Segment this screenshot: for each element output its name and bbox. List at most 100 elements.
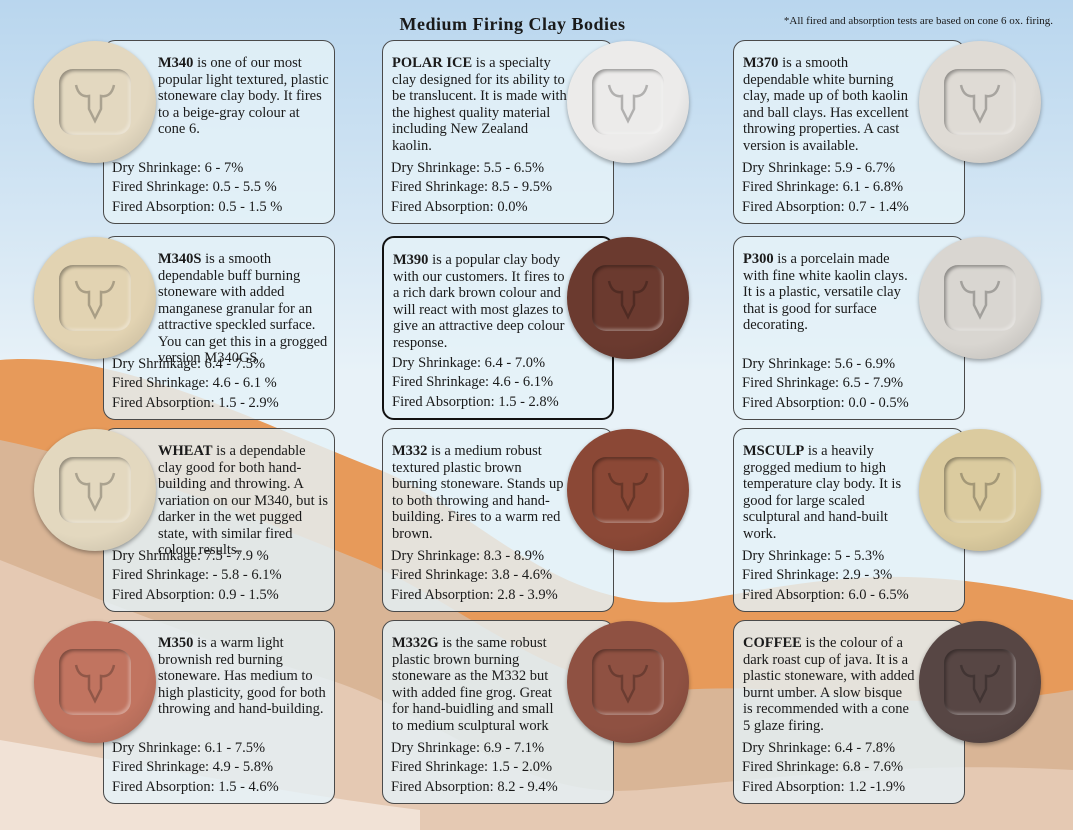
bull-logo	[607, 84, 649, 124]
absorption-stat: Fired Absorption: 0.5 - 1.5 %	[112, 198, 283, 215]
clay-tile	[567, 237, 689, 359]
fired-stat: Fired Shrinkage: 6.8 - 7.6%	[742, 759, 904, 775]
absorption-stat: Fired Absorption: 1.5 - 4.6%	[112, 778, 279, 795]
clay-tile	[567, 621, 689, 743]
clay-text: is a porcelain made with fine white kaol…	[743, 251, 908, 333]
dry-stat: Dry Shrinkage: 7.5 - 7.9 %	[112, 547, 269, 564]
clay-tile	[919, 41, 1041, 163]
clay-name: P300	[743, 251, 774, 267]
clay-name: M340	[158, 55, 194, 71]
dry-stat: Dry Shrinkage: 6.9 - 7.1%	[391, 739, 545, 756]
clay-name: WHEAT	[158, 443, 213, 459]
stats: Dry Shrinkage: 8.3 - 8.9% Fired Shrinkage…	[391, 547, 558, 606]
note: *All fired and absorption tests are base…	[783, 15, 1053, 27]
absorption-stat: Fired Absorption: 2.8 - 3.9%	[391, 586, 558, 603]
bull-logo	[74, 664, 116, 704]
clay-name: MSCULP	[743, 443, 805, 459]
description: M340S is a smooth dependable buff burnin…	[158, 251, 330, 367]
dry-stat: Dry Shrinkage: 5 - 5.3%	[742, 547, 885, 564]
absorption-stat: Fired Absorption: 1.5 - 2.8%	[392, 393, 559, 410]
clay-card: M332 is a medium robust textured plastic…	[382, 428, 614, 612]
clay-text: is a heavily grogged medium to high temp…	[743, 443, 902, 542]
clay-text: is one of our most popular light texture…	[158, 55, 329, 137]
fired-stat: Fired Shrinkage: 4.6 - 6.1%	[392, 374, 554, 390]
clay-name: M390	[393, 252, 429, 268]
stats: Dry Shrinkage: 6.4 - 7.8% Fired Shrinkage…	[742, 739, 905, 798]
absorption-stat: Fired Absorption: 0.0 - 0.5%	[742, 394, 909, 411]
fired-stat: Fired Shrinkage: 6.1 - 6.8%	[742, 179, 904, 195]
clay-text: is a medium robust textured plastic brow…	[392, 443, 564, 542]
description: WHEAT is a dependable clay good for both…	[158, 443, 330, 559]
stats: Dry Shrinkage: 6 - 7% Fired Shrinkage: 0.…	[112, 159, 282, 218]
stats: Dry Shrinkage: 5 - 5.3% Fired Shrinkage: …	[742, 547, 909, 606]
dry-stat: Dry Shrinkage: 5.9 - 6.7%	[742, 159, 896, 176]
bull-logo	[74, 472, 116, 512]
clay-tile	[919, 621, 1041, 743]
absorption-stat: Fired Absorption: 8.2 - 9.4%	[391, 778, 558, 795]
absorption-stat: Fired Absorption: 0.0%	[391, 198, 528, 215]
description: COFFEE is the colour of a dark roast cup…	[743, 635, 915, 734]
fired-stat: Fired Shrinkage: - 5.8 - 6.1%	[112, 567, 282, 583]
absorption-stat: Fired Absorption: 1.5 - 2.9%	[112, 394, 279, 411]
title: Medium Firing Clay Bodies	[399, 14, 626, 34]
clay-name: M332	[392, 443, 428, 459]
clay-name: M340S	[158, 251, 202, 267]
clay-name: COFFEE	[743, 635, 802, 651]
clay-text: is a smooth dependable buff burning ston…	[158, 251, 328, 366]
clay-tile	[567, 41, 689, 163]
fired-stat: Fired Shrinkage: 0.5 - 5.5 %	[112, 179, 277, 195]
fired-stat: Fired Shrinkage: 4.9 - 5.8%	[112, 759, 274, 775]
fired-stat: Fired Shrinkage: 1.5 - 2.0%	[391, 759, 553, 775]
clay-tile	[34, 237, 156, 359]
description: POLAR ICE is a specialty clay designed f…	[392, 55, 568, 154]
fired-stat: Fired Shrinkage: 8.5 - 9.5%	[391, 179, 553, 195]
bull-logo	[959, 280, 1001, 320]
bull-logo	[607, 472, 649, 512]
absorption-stat: Fired Absorption: 0.7 - 1.4%	[742, 198, 909, 215]
description: MSCULP is a heavily grogged medium to hi…	[743, 443, 915, 542]
clay-text: is a popular clay body with our customer…	[393, 252, 565, 351]
stats: Dry Shrinkage: 6.9 - 7.1% Fired Shrinkage…	[391, 739, 558, 798]
description: P300 is a porcelain made with fine white…	[743, 251, 915, 334]
clay-name: POLAR ICE	[392, 55, 473, 71]
stats: Dry Shrinkage: 6.4 - 7.0% Fired Shrinkage…	[392, 354, 559, 413]
dry-stat: Dry Shrinkage: 6.4 - 7.5%	[112, 355, 266, 372]
clay-tile	[567, 429, 689, 551]
dry-stat: Dry Shrinkage: 6.4 - 7.0%	[392, 354, 546, 371]
clay-text: is a dependable clay good for both hand-…	[158, 443, 328, 558]
fired-stat: Fired Shrinkage: 2.9 - 3%	[742, 567, 893, 583]
clay-tile	[34, 429, 156, 551]
dry-stat: Dry Shrinkage: 5.6 - 6.9%	[742, 355, 896, 372]
dry-stat: Dry Shrinkage: 6 - 7%	[112, 159, 244, 176]
stats: Dry Shrinkage: 7.5 - 7.9 % Fired Shrinkag…	[112, 547, 282, 606]
fired-stat: Fired Shrinkage: 4.6 - 6.1 %	[112, 375, 277, 391]
description: M340 is one of our most popular light te…	[158, 55, 330, 138]
clay-text: is the colour of a dark roast cup of jav…	[743, 635, 915, 734]
clay-name: M350	[158, 635, 194, 651]
stats: Dry Shrinkage: 6.1 - 7.5% Fired Shrinkage…	[112, 739, 279, 798]
description: M370 is a smooth dependable white burnin…	[743, 55, 915, 154]
dry-stat: Dry Shrinkage: 5.5 - 6.5%	[391, 159, 545, 176]
description: M390 is a popular clay body with our cus…	[393, 252, 569, 351]
clay-tile	[34, 621, 156, 743]
description: M332 is a medium robust textured plastic…	[392, 443, 568, 542]
stats: Dry Shrinkage: 5.9 - 6.7% Fired Shrinkage…	[742, 159, 909, 218]
clay-name: M370	[743, 55, 779, 71]
dry-stat: Dry Shrinkage: 6.4 - 7.8%	[742, 739, 896, 756]
description: M350 is a warm light brownish red burnin…	[158, 635, 330, 718]
stats: Dry Shrinkage: 5.5 - 6.5% Fired Shrinkage…	[391, 159, 552, 218]
description: M332G is the same robust plastic brown b…	[392, 635, 568, 734]
clay-tile	[34, 41, 156, 163]
stats: Dry Shrinkage: 6.4 - 7.5% Fired Shrinkage…	[112, 355, 279, 414]
clay-text: is a warm light brownish red burning sto…	[158, 635, 326, 717]
stats: Dry Shrinkage: 5.6 - 6.9% Fired Shrinkage…	[742, 355, 909, 414]
clay-card: M340S is a smooth dependable buff burnin…	[103, 236, 335, 420]
absorption-stat: Fired Absorption: 1.2 -1.9%	[742, 778, 906, 795]
bull-logo	[74, 84, 116, 124]
dry-stat: Dry Shrinkage: 8.3 - 8.9%	[391, 547, 545, 564]
clay-text: is the same robust plastic brown burning…	[392, 635, 554, 734]
clay-name: M332G	[392, 635, 439, 651]
bull-logo	[607, 280, 649, 320]
bull-logo	[74, 280, 116, 320]
